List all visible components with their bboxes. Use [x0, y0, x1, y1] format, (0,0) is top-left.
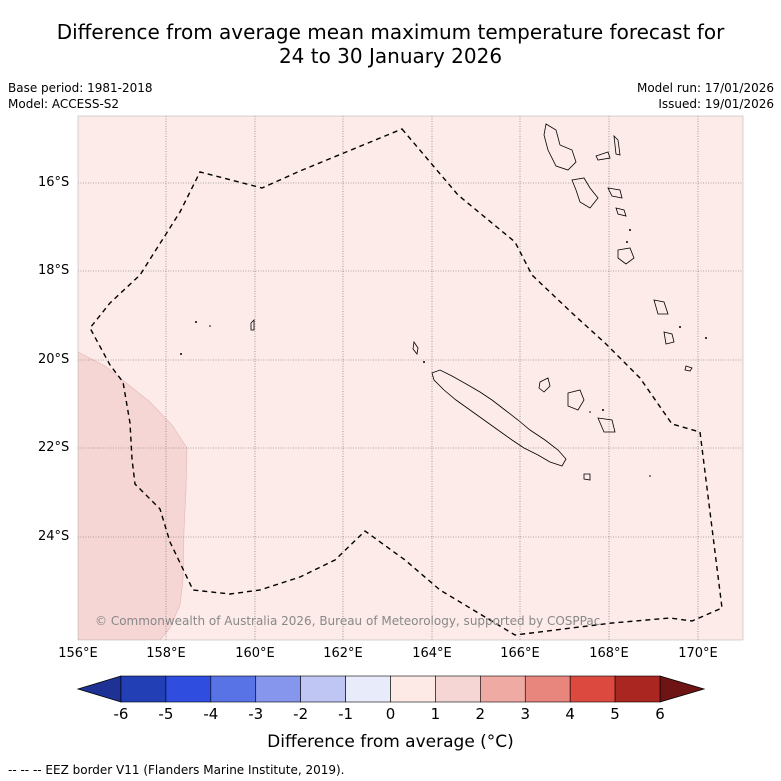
gridlines: [78, 116, 743, 640]
colorbar-cell: [569, 675, 616, 703]
vanuatu-efate: [617, 247, 635, 265]
colorbar-tick-label: 1: [430, 705, 441, 723]
colorbar-tick-label: 4: [565, 705, 575, 723]
colorbar-label: Difference from average (°C): [267, 732, 514, 752]
isle-of-pines: [583, 473, 591, 481]
colorbar-cell: [120, 675, 167, 703]
loyalty-lifou: [567, 389, 585, 411]
eez-legend-note: -- -- -- EEZ border V11 (Flanders Marine…: [8, 763, 345, 777]
lon-tick-label: 170°E: [678, 646, 718, 661]
colorbar-tick-label: -4: [203, 705, 219, 723]
colorbar-tick-label: 6: [655, 705, 665, 723]
loyalty-ouvea: [538, 377, 551, 393]
copyright-notice: © Commonwealth of Australia 2026, Bureau…: [95, 614, 601, 628]
vanuatu-espiritu-santo: [543, 123, 577, 171]
vanuatu-tanna: [663, 331, 675, 345]
colorbar-cell: [300, 675, 346, 703]
colorbar-tick-label: -6: [113, 705, 129, 723]
model-run: Model run: 17/01/2026: [636, 81, 774, 95]
lon-tick-label: 156°E: [58, 646, 98, 661]
coastlines: [250, 123, 693, 481]
small-islets: [180, 229, 707, 477]
belep-islands: [412, 340, 419, 355]
colorbar-cell: [255, 675, 301, 703]
vanuatu-epi: [615, 207, 627, 217]
issued-date: Issued: 19/01/2026: [658, 97, 774, 111]
lat-tick-label: 20°S: [38, 352, 70, 367]
colorbar: [120, 675, 661, 703]
colorbar-tick-label: 5: [610, 705, 620, 723]
colorbar-max-extension: [659, 675, 706, 703]
colorbar-cell: [390, 675, 436, 703]
vanuatu-ambae: [595, 151, 611, 161]
colorbar-tick-label: -1: [338, 705, 354, 723]
new-caledonia-mainland: [431, 369, 567, 467]
colorbar-tick-label: 3: [520, 705, 531, 723]
colorbar-min-extension: [76, 675, 122, 703]
lon-tick-label: 168°E: [589, 646, 629, 661]
colorbar-cell: [480, 675, 526, 703]
colorbar-tick-label: -3: [248, 705, 264, 723]
lat-tick-label: 18°S: [38, 263, 70, 278]
colorbar-cell: [524, 675, 571, 703]
lat-tick-label: 24°S: [38, 529, 70, 544]
colorbar-cell: [165, 675, 212, 703]
vanuatu-aneityum: [684, 365, 693, 372]
lat-tick-label: 22°S: [38, 440, 70, 455]
title-line-1: Difference from average mean maximum tem…: [56, 20, 725, 44]
lon-tick-label: 166°E: [500, 646, 540, 661]
base-period: Base period: 1981-2018: [8, 81, 153, 95]
colorbar-cell: [614, 675, 661, 703]
anomaly-region-1-2: [78, 351, 188, 640]
lon-tick-label: 162°E: [323, 646, 363, 661]
vanuatu-maewo: [613, 134, 621, 156]
lon-tick-label: 164°E: [412, 646, 452, 661]
chesterfield-islet: [250, 319, 255, 331]
vanuatu-erromango: [653, 299, 669, 315]
lon-tick-label: 160°E: [235, 646, 275, 661]
eez-border: [89, 128, 723, 636]
vanuatu-malekula: [571, 177, 599, 209]
colorbar-tick-label: -5: [158, 705, 174, 723]
colorbar-cell: [435, 675, 481, 703]
colorbar-cell: [345, 675, 391, 703]
lat-tick-label: 16°S: [38, 175, 70, 190]
colorbar-tick-label: 0: [385, 705, 396, 723]
model-name: Model: ACCESS-S2: [8, 97, 120, 111]
loyalty-mare: [597, 417, 616, 433]
colorbar-tick-label: -2: [293, 705, 309, 723]
lon-tick-label: 158°E: [146, 646, 186, 661]
vanuatu-pentecost: [607, 187, 623, 199]
title-line-2: 24 to 30 January 2026: [278, 44, 503, 68]
colorbar-tick-label: 2: [475, 705, 486, 723]
colorbar-cell: [210, 675, 257, 703]
map-background: [78, 116, 743, 640]
